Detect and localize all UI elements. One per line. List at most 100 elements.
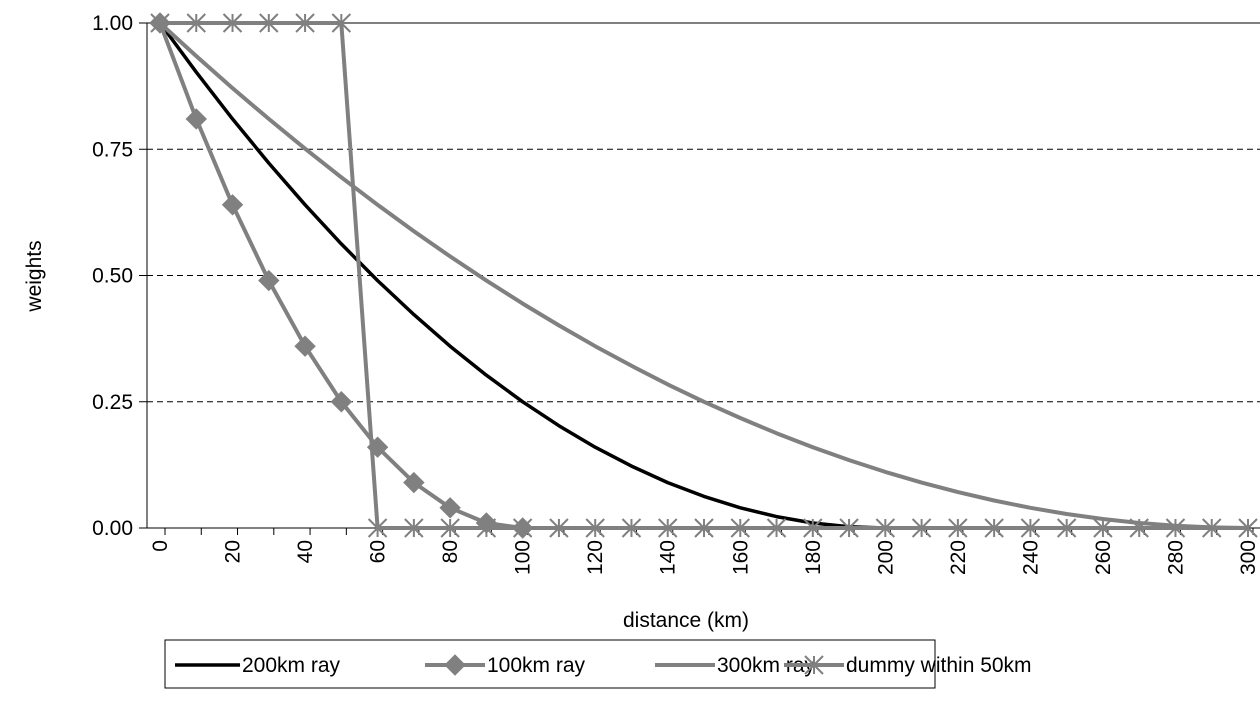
asterisk-stroke [766,518,787,538]
data-point-asterisk [875,518,896,538]
data-point-asterisk [621,518,642,538]
data-point-diamond [221,194,244,216]
series-lines [158,21,1249,530]
x-tick-label: 40 [294,540,317,563]
asterisk-stroke [549,518,569,538]
data-point-asterisk [1129,518,1149,538]
asterisk-stroke [1056,518,1077,538]
asterisk-stroke [694,518,714,538]
data-point-asterisk [222,13,243,33]
axes [139,22,1260,535]
asterisk-stroke [1202,518,1222,538]
data-point-asterisk [331,13,352,33]
asterisk-stroke [730,518,750,538]
data-point-asterisk [694,518,714,538]
x-tick-label: 0 [149,540,172,552]
data-point-diamond [366,436,389,458]
asterisk-stroke [1165,518,1186,538]
data-point-asterisk [186,13,206,33]
data-point-asterisk [1056,518,1077,538]
data-point-asterisk [295,13,315,33]
data-point-asterisk [440,518,460,538]
asterisk-stroke [1238,518,1258,538]
asterisk-stroke [259,13,279,33]
x-tick-label: 80 [439,540,462,563]
data-point-asterisk [804,655,824,675]
asterisk-stroke [1020,518,1041,538]
legend-label: 200km ray [242,654,341,677]
legend-label: dummy within 50km [846,654,1032,677]
data-point-asterisk [1202,518,1222,538]
data-point-asterisk [512,518,533,538]
y-axis-label: weights [23,240,46,312]
tick-labels: 0.00 0.25 0.50 0.75 1.00 0 20 40 60 80 100 120 140 16… [92,12,1260,575]
y-tick-label: 0.00 [92,517,133,540]
y-tick-label: 1.00 [92,12,133,35]
data-point-asterisk [476,518,497,538]
asterisk-stroke [440,518,460,538]
asterisk-stroke [150,13,170,33]
data-point-asterisk [549,518,569,538]
data-point-asterisk [1020,518,1041,538]
y-tick-label: 0.50 [92,265,133,288]
asterisk-stroke [804,655,824,675]
data-point-asterisk [730,518,750,538]
series-line-1 [158,21,1248,530]
asterisk-stroke [875,518,896,538]
asterisk-stroke [476,518,497,538]
data-point-diamond [330,391,353,413]
asterisk-stroke [295,13,315,33]
x-tick-label: 60 [367,540,390,563]
data-point-diamond [439,497,461,519]
data-point-asterisk [259,13,279,33]
asterisk-stroke [803,518,823,538]
data-point-diamond [403,471,425,494]
y-tick-label: 0.75 [92,138,133,161]
asterisk-stroke [585,518,605,538]
x-tick-label: 260 [1092,540,1115,575]
data-point-asterisk [803,518,823,538]
x-tick-label: 160 [729,540,752,575]
data-point-diamond [185,108,207,130]
asterisk-stroke [222,13,243,33]
x-tick-label: 200 [874,540,897,575]
data-point-asterisk [367,518,388,538]
legend: 200km ray 100km ray 300km ray dummy within … [164,639,1032,689]
data-point-asterisk [1238,518,1258,538]
x-tick-label: 240 [1019,540,1042,575]
series-markers [149,12,1258,539]
data-point-asterisk [984,518,1004,538]
x-tick-label: 280 [1164,540,1187,575]
data-point-diamond [444,654,466,676]
asterisk-stroke [984,518,1004,538]
data-point-asterisk [948,518,968,538]
asterisk-stroke [839,518,859,538]
data-point-asterisk [1093,518,1113,538]
x-tick-label: 180 [802,540,825,575]
asterisk-stroke [621,518,642,538]
x-tick-label: 20 [222,540,245,563]
asterisk-stroke [404,518,424,538]
asterisk-stroke [1129,518,1149,538]
asterisk-stroke [512,518,533,538]
data-point-asterisk [658,518,678,538]
x-tick-label: 100 [512,540,535,575]
x-tick-label: 120 [584,540,607,575]
data-point-diamond [258,269,280,292]
data-point-asterisk [1165,518,1186,538]
data-point-asterisk [404,518,424,538]
asterisk-stroke [911,518,932,538]
series-line-4 [160,21,1248,530]
y-tick-label: 0.25 [92,391,133,414]
data-point-diamond [294,335,316,357]
asterisk-stroke [367,518,388,538]
x-axis-label: distance (km) [623,609,749,632]
data-point-asterisk [839,518,859,538]
asterisk-stroke [948,518,968,538]
asterisk-stroke [658,518,678,538]
series-line-3 [158,21,1249,530]
legend-label: 300km ray [717,654,816,677]
data-point-asterisk [150,13,170,33]
